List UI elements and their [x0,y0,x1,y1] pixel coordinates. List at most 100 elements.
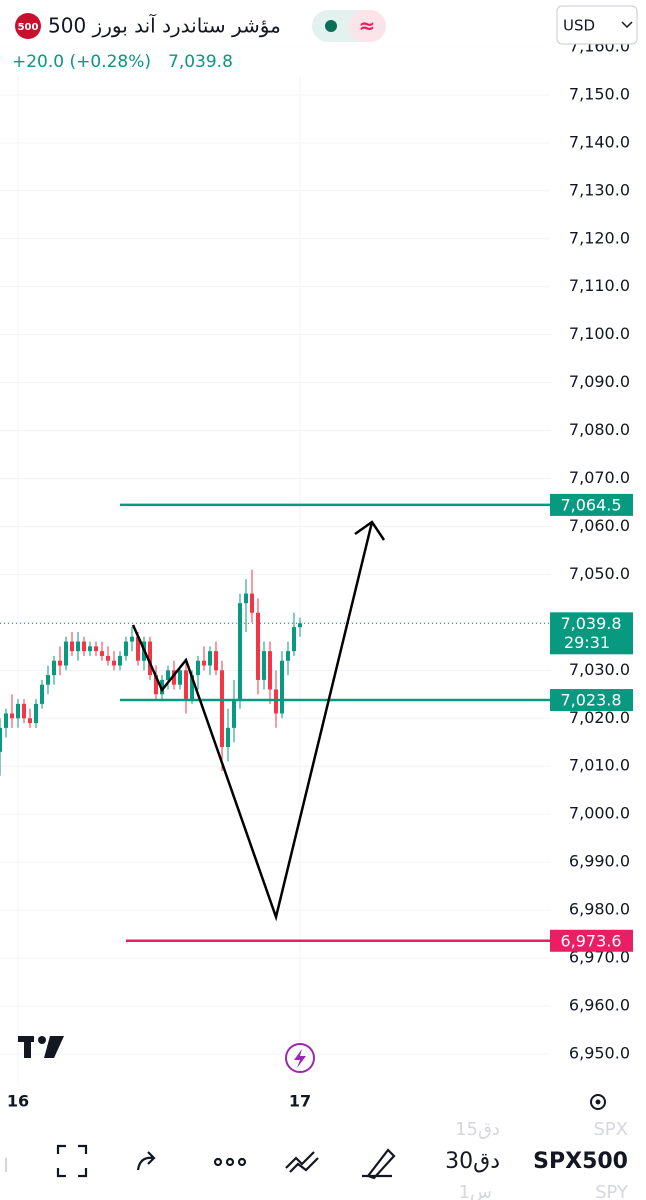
candle-body [279,660,284,714]
candle-body [243,593,248,604]
toolbar-symbol[interactable]: SPX500 [533,1149,628,1174]
candle-body [117,655,122,666]
toolbar-bg [0,1120,646,1200]
candle-body [147,641,152,676]
candle-body [195,660,200,676]
y-tick-label: 7,100.0 [569,324,630,343]
toolbar-faded: SPY [595,1182,629,1200]
candle-body [183,670,188,700]
candle-body [15,703,20,719]
candle-body [273,689,278,714]
header-price: 7,039.8 [168,52,233,72]
y-tick-label: 7,010.0 [569,756,630,775]
candle-body [207,651,212,666]
drawing-arrowhead [354,520,386,541]
x-tick-label: 17 [289,1092,311,1111]
price-tag-label: 6,973.6 [560,931,621,950]
y-tick-label: 7,060.0 [569,516,630,535]
candle-body [0,727,2,752]
candle-body [111,660,116,666]
candle-body [33,703,38,724]
candle-body [81,641,86,652]
candle-body [285,651,290,661]
tv-logo [18,1036,64,1058]
y-tick-label: 7,140.0 [569,132,630,151]
candle-body [225,727,230,748]
candle-body [27,718,32,724]
candle-body [123,641,128,656]
candle-body [75,641,80,652]
y-tick-label: 7,070.0 [569,468,630,487]
candle-body [165,670,170,680]
candle-body [69,641,74,652]
dropdown-arrow [621,21,633,29]
candle-body [135,636,140,661]
brush-icon[interactable] [362,1148,396,1180]
candle-body [57,660,62,666]
redo-icon[interactable] [136,1151,156,1171]
candle-body [93,646,98,652]
badge [15,13,41,39]
price-tag [550,493,633,516]
candle-body [129,636,134,642]
toolbar-faded: SPX [593,1119,628,1140]
candle-body [153,675,158,695]
y-tick-label: 6,970.0 [569,948,630,967]
toolbar-faded: 1س [459,1182,492,1200]
y-tick-label: 6,960.0 [569,995,630,1014]
price-tag [550,689,633,712]
toolbar-faded: 15دق [455,1119,500,1140]
candle-body [213,651,218,671]
candle-body [237,603,242,700]
candle-body [267,651,272,690]
y-tick-label: 7,080.0 [569,420,630,439]
badge-text: 500 [18,22,39,33]
lightning-button[interactable] [285,1043,315,1073]
y-tick-label: 7,090.0 [569,372,630,391]
candle-body [63,641,68,666]
candle-body [189,675,194,700]
status-dot [325,20,337,32]
candle-body [45,675,50,685]
price-tag-label: 7,023.8 [560,691,621,710]
candle-body [21,703,26,719]
plot-area: 6,950.0 6,960.0 6,970.0 6,980.0 6,990.0 7,000… [0,36,630,1111]
currency-select[interactable] [556,5,638,45]
last-price-tag [550,612,633,655]
toolbar-icons [4,1144,396,1180]
fullscreen-icon[interactable] [56,1144,88,1178]
indicator-icon[interactable] [285,1151,315,1169]
y-tick-label: 7,110.0 [569,276,630,295]
y-tick-label: 6,990.0 [569,852,630,871]
toolbar-interval[interactable]: 30دق [445,1149,500,1174]
settings-icon[interactable] [590,1094,606,1110]
candle-body [219,670,224,748]
candle-body [177,670,182,685]
price-tag [550,929,633,952]
drawing-path [131,521,374,922]
y-tick-label: 6,980.0 [569,900,630,919]
price-tags: 7,064.5 7,023.8 6,973.6 7,039.829:31 [550,493,633,952]
y-tick-label: 7,120.0 [569,228,630,247]
countdown: 29:31 [564,633,610,652]
candle-body [231,699,236,728]
status-icon: ≈ [359,14,376,38]
y-tick-label: 7,000.0 [569,804,630,823]
change: +20.0 (+0.28%) [12,52,151,72]
y-tick-label: 6,950.0 [569,1043,630,1062]
candle-body [291,627,296,652]
y-tick-label: 7,130.0 [569,180,630,199]
symbol-title: مؤشر ستاندرد آند بورز 500 [48,13,281,38]
candle-body [171,670,176,685]
candle-body [297,623,302,628]
y-tick-label: 7,020.0 [569,708,630,727]
candle-body [255,612,260,680]
lightning-icon [294,1049,306,1068]
indicator-icon-2 [289,1157,319,1173]
y-tick-label: 7,030.0 [569,660,630,679]
candle-body [51,660,56,676]
currency: USD [563,17,595,35]
y-tick-label: 7,150.0 [569,84,630,103]
candle-body [201,660,206,666]
